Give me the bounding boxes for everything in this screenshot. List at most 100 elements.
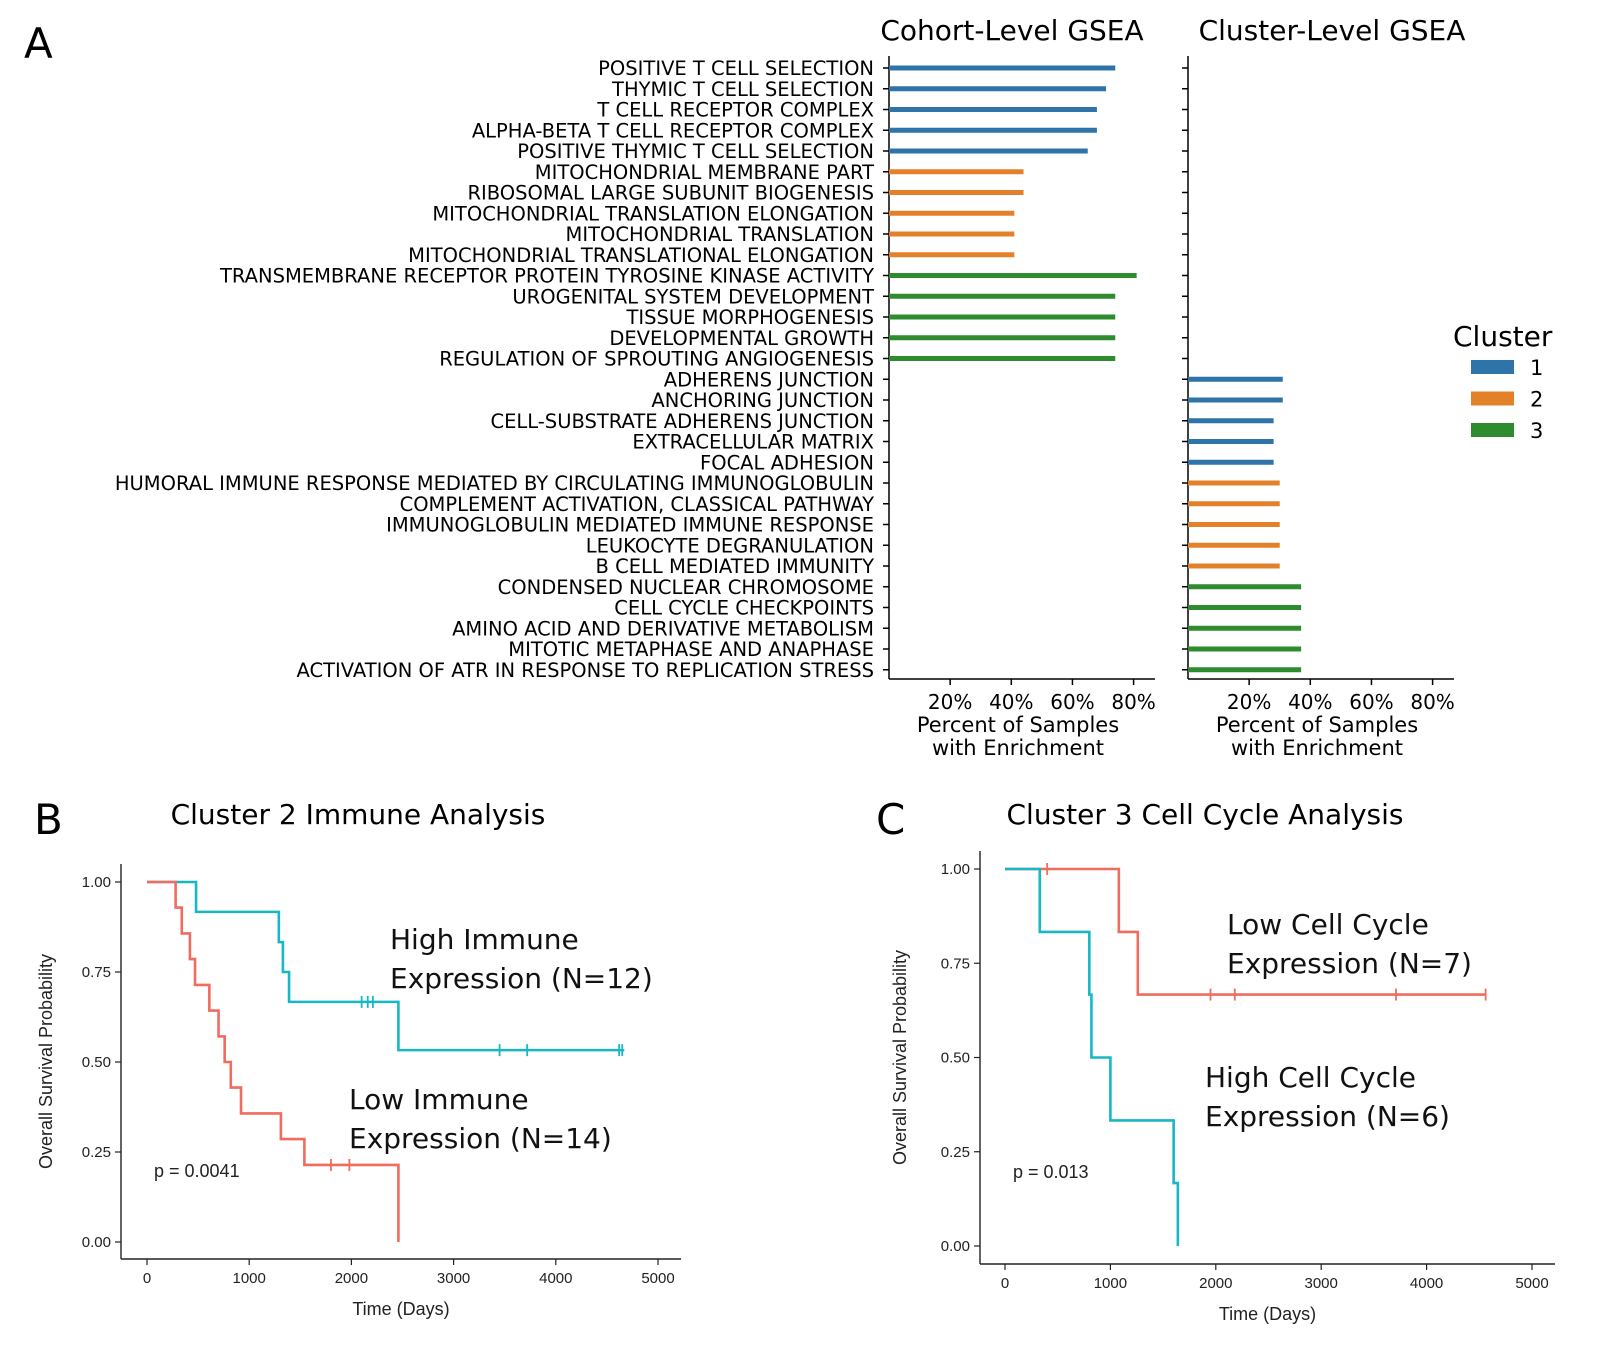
- term-label: CELL CYCLE CHECKPOINTS: [614, 597, 874, 620]
- bar: [889, 86, 1107, 92]
- x-axis-label: with Enrichment: [932, 736, 1104, 760]
- bar: [1188, 439, 1274, 444]
- p-value: p = 0.0041: [154, 1161, 240, 1181]
- bar: [1188, 522, 1280, 527]
- x-tick-label: 4000: [539, 1270, 572, 1287]
- bar: [1188, 501, 1280, 507]
- bar: [889, 335, 1116, 341]
- y-tick-label: 1.00: [941, 861, 970, 878]
- x-tick-label: 60%: [1349, 690, 1393, 714]
- term-label: REGULATION OF SPROUTING ANGIOGENESIS: [439, 348, 874, 371]
- series-label: High Cell Cycle: [1205, 1061, 1416, 1094]
- bar: [1188, 459, 1274, 465]
- term-label: FOCAL ADHESION: [700, 451, 874, 474]
- x-tick-label: 80%: [1111, 690, 1155, 714]
- bar: [1188, 397, 1283, 403]
- term-label: TRANSMEMBRANE RECEPTOR PROTEIN TYROSINE …: [219, 265, 874, 288]
- bar: [1188, 625, 1302, 631]
- term-label: AMINO ACID AND DERIVATIVE METABOLISM: [452, 617, 874, 640]
- bar: [889, 252, 1015, 258]
- legend-swatch: [1471, 391, 1514, 406]
- term-label: MITOCHONDRIAL MEMBRANE PART: [535, 161, 874, 184]
- y-axis-label: Overall Survival Probability: [890, 950, 910, 1165]
- term-label: MITOCHONDRIAL TRANSLATION: [566, 223, 874, 246]
- term-label: THYMIC T CELL SELECTION: [611, 78, 874, 101]
- chart-title: Cluster 2 Immune Analysis: [171, 798, 546, 831]
- x-axis-label: Percent of Samples: [1216, 713, 1418, 737]
- bar: [1188, 418, 1274, 424]
- legend-swatch: [1471, 360, 1514, 374]
- y-tick-label: 0.50: [82, 1054, 111, 1071]
- legend-label: 2: [1530, 388, 1543, 412]
- y-tick-label: 0.25: [82, 1144, 111, 1161]
- x-tick-label: 20%: [928, 690, 972, 714]
- survival-curve: [147, 880, 625, 1052]
- term-label: B CELL MEDIATED IMMUNITY: [596, 555, 875, 578]
- cluster-gsea-chart: Cluster-Level GSEA 20% 40% 60% 80%Percent of…: [1182, 14, 1465, 760]
- term-label: CELL-SUBSTRATE ADHERENS JUNCTION: [490, 410, 874, 433]
- panel-letter-b: B: [34, 795, 63, 844]
- x-tick-label: 40%: [989, 690, 1033, 714]
- bar: [889, 169, 1024, 175]
- term-label: RIBOSOMAL LARGE SUBUNIT BIOGENESIS: [467, 182, 874, 205]
- x-tick-label: 20%: [1227, 690, 1271, 714]
- y-tick-label: 0.75: [941, 955, 970, 972]
- term-label: T CELL RECEPTOR COMPLEX: [596, 99, 874, 122]
- x-tick-label: 1000: [233, 1270, 266, 1287]
- term-label: MITOTIC METAPHASE AND ANAPHASE: [508, 638, 874, 661]
- term-label: POSITIVE THYMIC T CELL SELECTION: [517, 140, 874, 163]
- legend-label: 3: [1530, 419, 1543, 443]
- chart-title: Cluster-Level GSEA: [1199, 14, 1466, 47]
- x-tick-label: 3000: [437, 1270, 470, 1287]
- bar: [1188, 646, 1302, 652]
- bar: [1188, 480, 1280, 486]
- term-label: DEVELOPMENTAL GROWTH: [609, 327, 874, 350]
- y-tick-label: 1.00: [82, 874, 111, 891]
- x-tick-label: 5000: [641, 1270, 674, 1287]
- bar: [889, 273, 1137, 278]
- series-label: Expression (N=12): [390, 962, 653, 995]
- x-tick-label: 5000: [1515, 1275, 1548, 1292]
- panel-letter-c: C: [876, 795, 905, 844]
- term-label: CONDENSED NUCLEAR CHROMOSOME: [498, 576, 874, 599]
- term-label: LEUKOCYTE DEGRANULATION: [586, 534, 874, 557]
- bar: [889, 210, 1015, 216]
- x-tick-label: 2000: [1199, 1275, 1232, 1292]
- x-tick-label: 3000: [1305, 1275, 1338, 1292]
- series-label: Low Cell Cycle: [1227, 908, 1429, 941]
- bar: [889, 314, 1116, 320]
- bar: [889, 65, 1116, 71]
- y-tick-label: 0.00: [82, 1234, 111, 1251]
- bar: [1188, 605, 1302, 610]
- term-label: MITOCHONDRIAL TRANSLATIONAL ELONGATION: [408, 244, 874, 267]
- chart-title: Cohort-Level GSEA: [880, 14, 1143, 47]
- legend-title: Cluster: [1453, 320, 1553, 353]
- x-tick-label: 80%: [1410, 690, 1454, 714]
- p-value: p = 0.013: [1013, 1162, 1089, 1182]
- bar: [889, 356, 1116, 361]
- bar: [1188, 542, 1280, 548]
- cohort-gsea-chart: Cohort-Level GSEA 20% 40% 60% 80%Percent of …: [880, 14, 1155, 760]
- legend-label: 1: [1530, 356, 1543, 380]
- term-label: HUMORAL IMMUNE RESPONSE MEDIATED BY CIRC…: [115, 472, 874, 495]
- x-tick-label: 2000: [335, 1270, 368, 1287]
- x-axis-label: with Enrichment: [1231, 736, 1403, 760]
- km-immune-chart: Cluster 2 Immune Analysis 0.00 0.25 0.50 0.7…: [36, 798, 681, 1319]
- series-label: Expression (N=14): [349, 1122, 612, 1155]
- panel-letter-a: A: [24, 19, 53, 68]
- term-label: EXTRACELLULAR MATRIX: [632, 431, 874, 454]
- bar: [889, 127, 1097, 133]
- x-axis-label: Time (Days): [352, 1299, 449, 1319]
- y-tick-label: 0.25: [941, 1144, 970, 1161]
- x-tick-label: 4000: [1410, 1275, 1443, 1292]
- term-label: ADHERENS JUNCTION: [664, 368, 874, 391]
- series-label: Expression (N=7): [1227, 947, 1472, 980]
- bar: [889, 293, 1116, 299]
- y-tick-label: 0.50: [941, 1050, 970, 1067]
- y-tick-label: 0.00: [941, 1238, 970, 1255]
- bar: [1188, 584, 1302, 590]
- x-axis-label: Time (Days): [1219, 1304, 1316, 1324]
- term-label: POSITIVE T CELL SELECTION: [598, 57, 874, 80]
- legend-swatch: [1471, 423, 1514, 437]
- bar: [1188, 667, 1302, 673]
